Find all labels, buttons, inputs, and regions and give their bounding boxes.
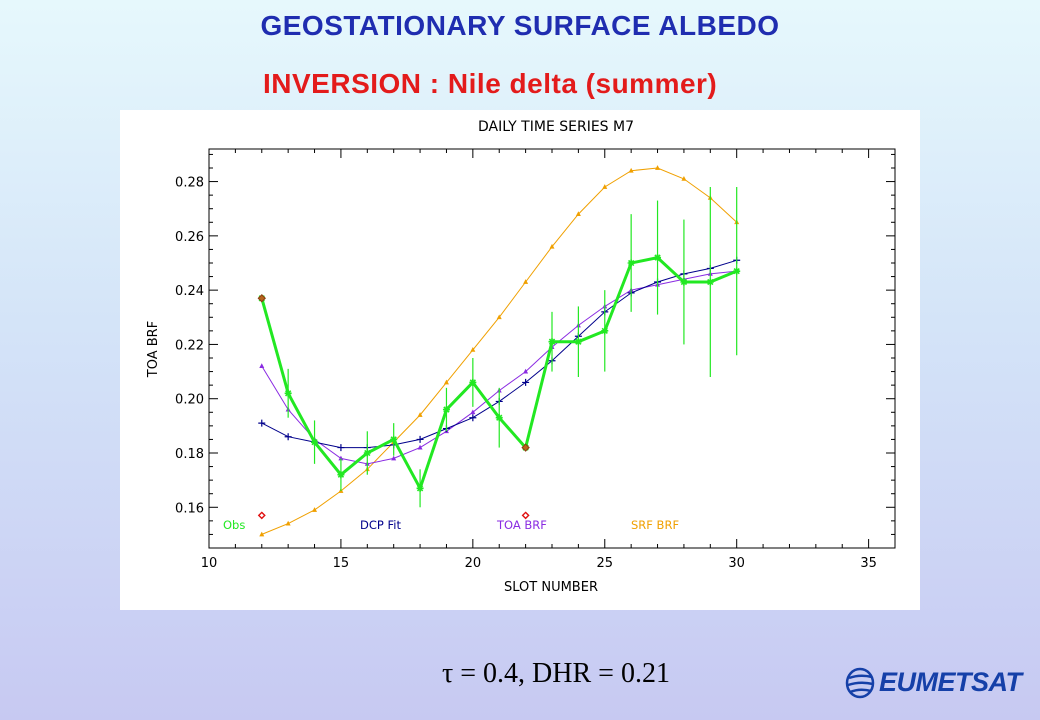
data-point xyxy=(258,419,266,427)
outlier-marker xyxy=(257,511,266,520)
data-point xyxy=(390,435,398,443)
x-tick-label: 10 xyxy=(201,556,218,571)
eumetsat-globe-icon xyxy=(845,667,875,699)
data-point xyxy=(496,314,502,320)
data-point xyxy=(680,278,688,286)
y-tick-label: 0.18 xyxy=(175,447,204,462)
y-tick-label: 0.20 xyxy=(175,393,204,408)
data-point xyxy=(628,167,634,173)
data-point xyxy=(523,279,529,284)
data-point xyxy=(681,176,687,181)
data-point xyxy=(522,378,530,386)
y-axis-label: TOA BRF xyxy=(146,321,161,378)
data-point xyxy=(443,379,449,385)
legend-srf-brf: SRF BRF xyxy=(631,518,679,532)
x-tick-label: 35 xyxy=(860,556,877,571)
highlighted-point xyxy=(521,443,530,452)
outlier-marker xyxy=(521,511,530,520)
data-point xyxy=(575,211,581,217)
data-point xyxy=(627,259,635,267)
x-axis-label: SLOT NUMBER xyxy=(504,580,598,595)
data-point xyxy=(469,414,477,422)
x-tick-label: 15 xyxy=(333,556,350,571)
data-point xyxy=(602,184,608,189)
time-series-chart: DAILY TIME SERIES M7 SLOT NUMBER TOA BRF… xyxy=(146,119,896,595)
caption: τ = 0.4, DHR = 0.21 xyxy=(442,658,670,689)
data-point xyxy=(469,378,477,386)
data-point xyxy=(259,531,265,537)
data-point xyxy=(284,389,292,397)
data-point xyxy=(495,414,503,422)
data-point xyxy=(523,368,529,374)
data-point xyxy=(442,406,450,414)
slide-subtitle: INVERSION : Nile delta (summer) xyxy=(263,68,718,99)
series-line-srf-brf xyxy=(261,167,738,535)
data-point xyxy=(337,471,345,479)
x-tick-label: 20 xyxy=(465,556,482,571)
x-tick-label: 30 xyxy=(728,556,745,571)
data-point xyxy=(417,412,423,417)
data-point xyxy=(311,438,319,446)
data-point xyxy=(601,327,609,335)
y-tick-label: 0.24 xyxy=(175,284,204,299)
data-point xyxy=(548,338,556,346)
series-obs xyxy=(258,187,741,508)
chart-panel: DAILY TIME SERIES M7 SLOT NUMBER TOA BRF… xyxy=(120,110,920,610)
chart-title: DAILY TIME SERIES M7 xyxy=(478,119,634,135)
logo-text: EUMETSAT xyxy=(879,667,1022,697)
x-tick-label: 25 xyxy=(596,556,613,571)
series-srf-brf xyxy=(259,165,740,537)
data-point xyxy=(312,507,318,512)
y-tick-label: 0.28 xyxy=(175,176,204,191)
y-tick-label: 0.26 xyxy=(175,230,204,245)
data-point xyxy=(285,520,291,526)
legend-dcp-fit: DCP Fit xyxy=(360,518,401,532)
eumetsat-logo: EUMETSAT xyxy=(845,663,1022,703)
data-point xyxy=(391,455,397,461)
data-point xyxy=(655,165,661,170)
data-point xyxy=(284,433,292,441)
data-point xyxy=(337,444,345,452)
data-point xyxy=(654,254,662,262)
series-line-obs xyxy=(260,255,738,493)
data-point xyxy=(417,444,423,450)
data-point xyxy=(259,363,265,369)
data-point xyxy=(416,435,424,443)
data-point xyxy=(470,409,476,415)
y-tick-label: 0.16 xyxy=(175,501,204,516)
slide-title: GEOSTATIONARY SURFACE ALBEDO xyxy=(260,10,780,41)
data-point xyxy=(574,338,582,346)
y-tick-label: 0.22 xyxy=(175,338,204,353)
data-point xyxy=(733,267,741,275)
data-point xyxy=(706,278,714,286)
highlighted-point xyxy=(257,294,266,303)
data-point xyxy=(470,347,476,352)
data-point xyxy=(549,243,555,249)
legend-toa-brf: TOA BRF xyxy=(496,518,547,532)
data-point xyxy=(416,484,424,492)
legend-obs: Obs xyxy=(223,518,245,532)
data-point xyxy=(363,449,371,457)
